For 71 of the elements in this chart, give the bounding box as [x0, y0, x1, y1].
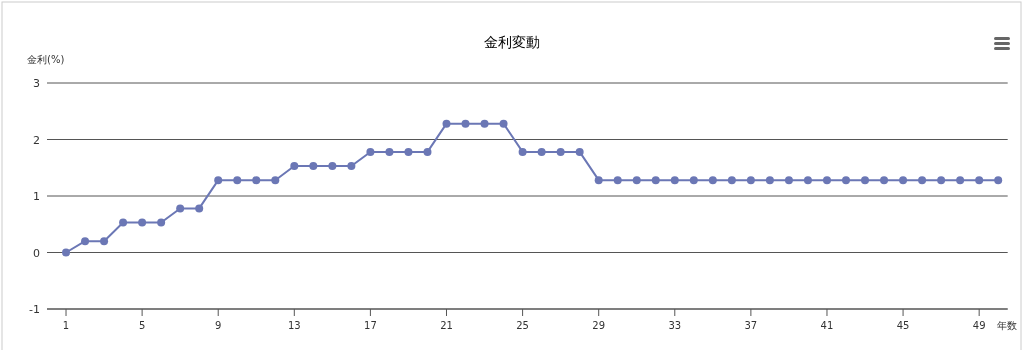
point — [651, 176, 660, 185]
point — [385, 147, 394, 156]
x-tick-label: 17 — [364, 320, 377, 331]
x-tick-label: 33 — [668, 320, 682, 331]
x-tick-label: 13 — [287, 320, 301, 331]
point — [461, 119, 470, 128]
point — [271, 176, 280, 185]
point — [899, 176, 908, 185]
point — [347, 162, 356, 171]
chart-title: 金利変動 — [484, 34, 540, 50]
point — [442, 119, 451, 128]
point — [62, 248, 71, 257]
y-tick-label: 0 — [33, 246, 40, 260]
point — [975, 176, 984, 185]
point — [252, 176, 261, 185]
x-tick-label: 1 — [62, 320, 70, 331]
point — [404, 147, 413, 156]
point — [119, 218, 128, 227]
point — [157, 218, 166, 227]
point — [138, 218, 147, 227]
point — [575, 147, 584, 156]
point — [880, 176, 889, 185]
x-tick-label: 37 — [744, 320, 758, 331]
point — [81, 237, 90, 246]
y-axis-title: 金利(%) — [27, 54, 65, 65]
point — [195, 204, 204, 213]
point — [842, 176, 850, 185]
point — [784, 176, 793, 185]
x-tick-label: 21 — [440, 320, 453, 331]
x-tick-label: 29 — [592, 320, 606, 331]
point — [556, 147, 565, 156]
point — [956, 176, 965, 185]
y-tick-label: 2 — [33, 133, 40, 147]
point — [727, 176, 736, 185]
x-tick-label: 41 — [820, 320, 834, 331]
point — [328, 162, 337, 171]
x-tick-label: 49 — [972, 320, 986, 331]
point — [613, 176, 622, 185]
point — [214, 176, 223, 185]
point — [746, 176, 755, 185]
point — [937, 176, 946, 185]
point — [918, 176, 927, 185]
point — [632, 176, 641, 185]
point — [309, 162, 318, 171]
point — [176, 204, 185, 213]
point — [689, 176, 698, 185]
point — [861, 176, 870, 185]
point — [670, 176, 679, 185]
y-tick-label: 3 — [33, 77, 40, 90]
x-tick-label: 9 — [215, 320, 222, 331]
point — [822, 176, 831, 185]
x-tick-label: 45 — [896, 320, 910, 331]
x-tick-label: 5 — [138, 320, 146, 331]
point — [765, 176, 774, 185]
point — [594, 176, 603, 185]
point — [499, 119, 508, 128]
y-tick-label: 1 — [33, 190, 40, 203]
point — [100, 237, 109, 246]
y-tick-label: -1 — [29, 303, 40, 316]
point — [423, 147, 432, 156]
point — [708, 176, 717, 185]
point — [803, 176, 812, 185]
point — [290, 162, 299, 171]
x-tick-label: 25 — [516, 320, 529, 331]
point — [518, 147, 527, 156]
x-axis-title: 年数 — [997, 320, 1017, 331]
point — [366, 147, 375, 156]
point — [233, 176, 242, 185]
point — [480, 119, 489, 128]
point — [994, 176, 1003, 185]
point — [537, 147, 546, 156]
